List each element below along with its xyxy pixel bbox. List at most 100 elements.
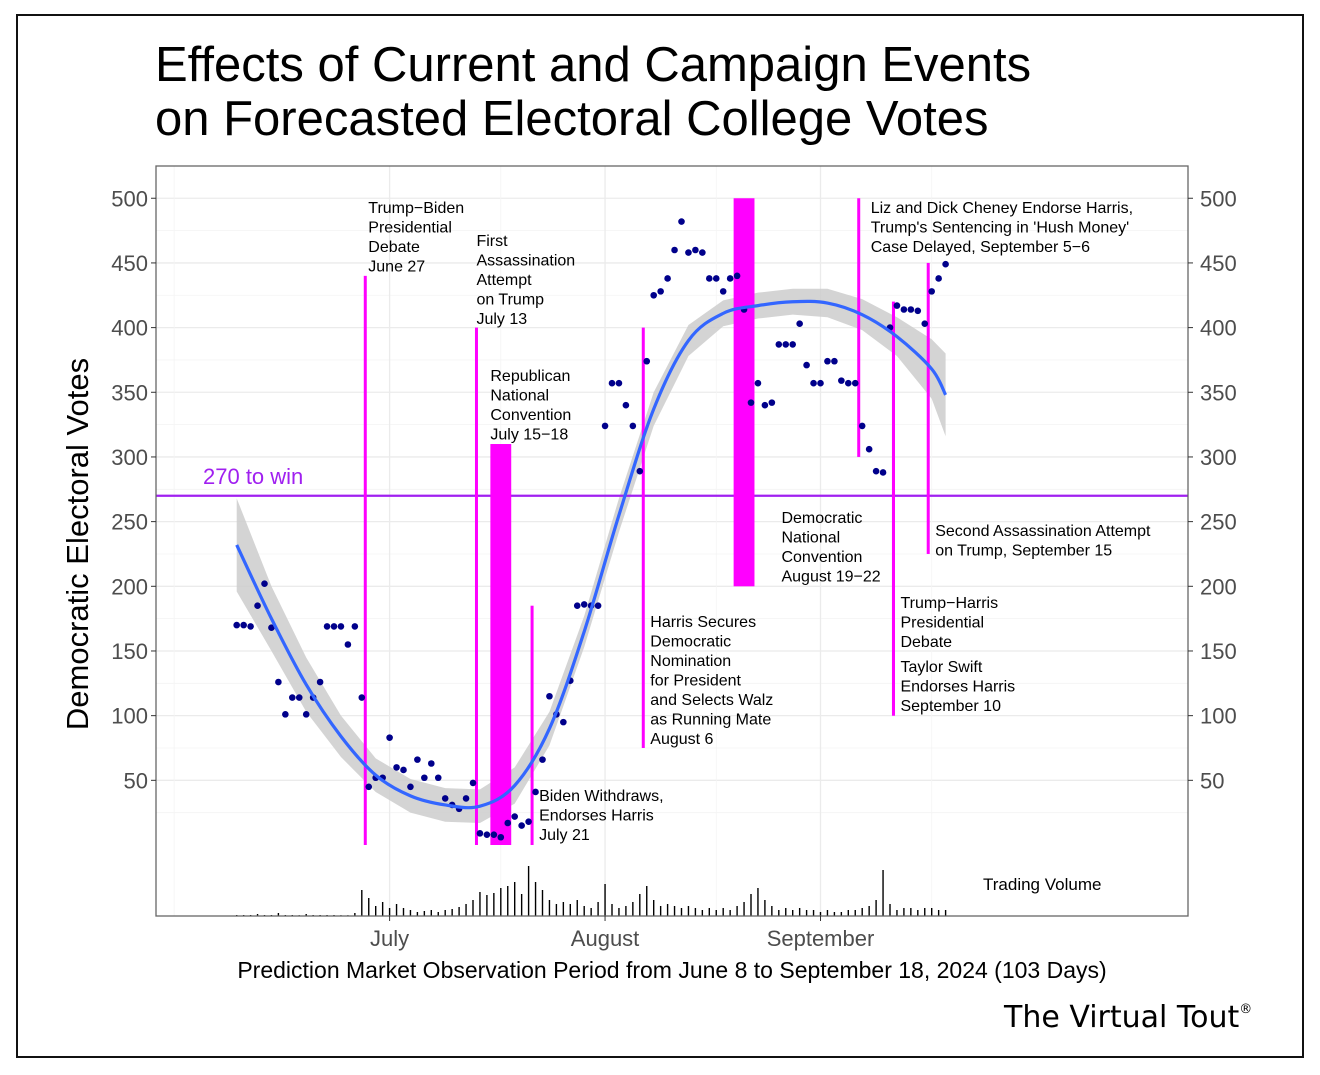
figure-frame — [16, 14, 1304, 1058]
data-point — [421, 774, 428, 782]
event-label: Biden Withdraws, Endorses Harris July 21 — [539, 788, 664, 844]
data-point — [330, 623, 338, 630]
y-tick-label-left: 50 — [124, 768, 148, 793]
data-point — [719, 288, 727, 295]
data-point — [803, 361, 810, 369]
data-point — [539, 756, 546, 763]
y-tick-label-left: 400 — [111, 316, 148, 341]
y-tick-label-right: 50 — [1200, 768, 1224, 793]
data-point — [858, 422, 866, 430]
data-point — [365, 783, 373, 791]
trend-line-group — [235, 299, 948, 810]
x-tick-label: September — [767, 926, 875, 951]
volume-label: Trading Volume — [983, 875, 1101, 894]
data-point — [580, 601, 588, 608]
y-tick-label-right: 150 — [1200, 639, 1237, 664]
data-point — [831, 357, 838, 365]
data-point — [323, 623, 331, 630]
data-point — [497, 833, 505, 841]
y-tick-label-right: 200 — [1200, 574, 1237, 599]
event-bar — [891, 301, 895, 716]
data-point — [608, 379, 616, 387]
data-point — [893, 302, 901, 309]
data-point — [268, 624, 275, 631]
data-point — [643, 357, 651, 365]
data-point — [525, 818, 532, 826]
data-point — [441, 795, 449, 802]
data-point — [782, 341, 790, 348]
data-point — [289, 694, 296, 701]
data-point — [518, 822, 525, 829]
data-point — [768, 399, 776, 406]
data-point — [733, 272, 741, 280]
data-point — [706, 275, 713, 282]
data-point — [845, 379, 852, 387]
event-bar — [363, 275, 367, 845]
data-point — [546, 692, 553, 700]
data-point — [615, 379, 623, 387]
data-point — [400, 766, 407, 774]
y-tick-label-right: 400 — [1200, 316, 1237, 341]
data-point — [462, 795, 470, 802]
event-bar — [926, 262, 930, 554]
data-point — [428, 760, 435, 767]
event-label: Taylor Swift Endorses Harris September 10 — [900, 659, 1015, 715]
y-tick-label-left: 450 — [111, 251, 148, 276]
data-point — [275, 678, 282, 686]
data-point — [671, 246, 678, 254]
data-point — [935, 275, 942, 282]
data-point — [692, 246, 699, 254]
event-label: Second Assassination Attempt on Trump, Se… — [935, 523, 1151, 560]
data-point — [337, 623, 345, 630]
data-point — [761, 401, 769, 409]
y-tick-label-right: 450 — [1200, 251, 1237, 276]
data-point — [261, 580, 268, 588]
y-tick-label-left: 500 — [111, 186, 148, 211]
data-point — [490, 831, 498, 838]
data-point — [775, 341, 783, 348]
event-labels: Trump−Biden Presidential Debate June 27Firs… — [368, 200, 1151, 844]
data-point — [838, 377, 845, 384]
threshold-label: 270 to win — [203, 464, 303, 489]
plot-border — [155, 165, 1189, 917]
data-point — [712, 275, 720, 282]
data-point — [928, 288, 935, 295]
event-bar — [530, 605, 534, 845]
data-point — [316, 678, 324, 686]
event-markers — [363, 198, 930, 846]
threshold-group: 270 to win — [156, 464, 1188, 497]
data-point — [469, 779, 477, 787]
x-tick-label: August — [571, 926, 640, 951]
chart-title: Effects of Current and Campaign Events o… — [155, 38, 1032, 146]
registered-mark: ® — [1239, 1002, 1253, 1017]
data-points — [233, 218, 949, 841]
event-label: Democratic National Convention August 19−22 — [781, 510, 880, 586]
data-point — [907, 306, 915, 313]
y-tick-label-right: 350 — [1200, 380, 1237, 405]
plot-panel — [156, 166, 1188, 916]
y-tick-label-left: 300 — [111, 445, 148, 470]
data-point — [650, 291, 657, 299]
data-point — [872, 467, 880, 475]
data-point — [247, 623, 254, 630]
data-point — [900, 306, 908, 313]
x-tick-label: July — [370, 926, 409, 951]
data-point — [726, 275, 734, 282]
brand-logo: The Virtual Tout® — [1004, 1000, 1252, 1035]
y-tick-label-right: 300 — [1200, 445, 1237, 470]
plot-background — [156, 166, 1188, 916]
data-point — [817, 379, 824, 387]
event-bar — [490, 444, 512, 845]
data-point — [240, 621, 247, 629]
data-point — [796, 320, 803, 328]
data-point — [233, 621, 240, 629]
data-point — [282, 711, 289, 718]
data-point — [351, 623, 359, 630]
data-point — [434, 774, 442, 782]
data-point — [824, 357, 831, 365]
data-point — [810, 379, 817, 387]
event-bar — [733, 198, 755, 587]
data-point — [414, 756, 421, 763]
event-label: Harris Secures Democratic Nomination for Pr… — [650, 614, 773, 748]
